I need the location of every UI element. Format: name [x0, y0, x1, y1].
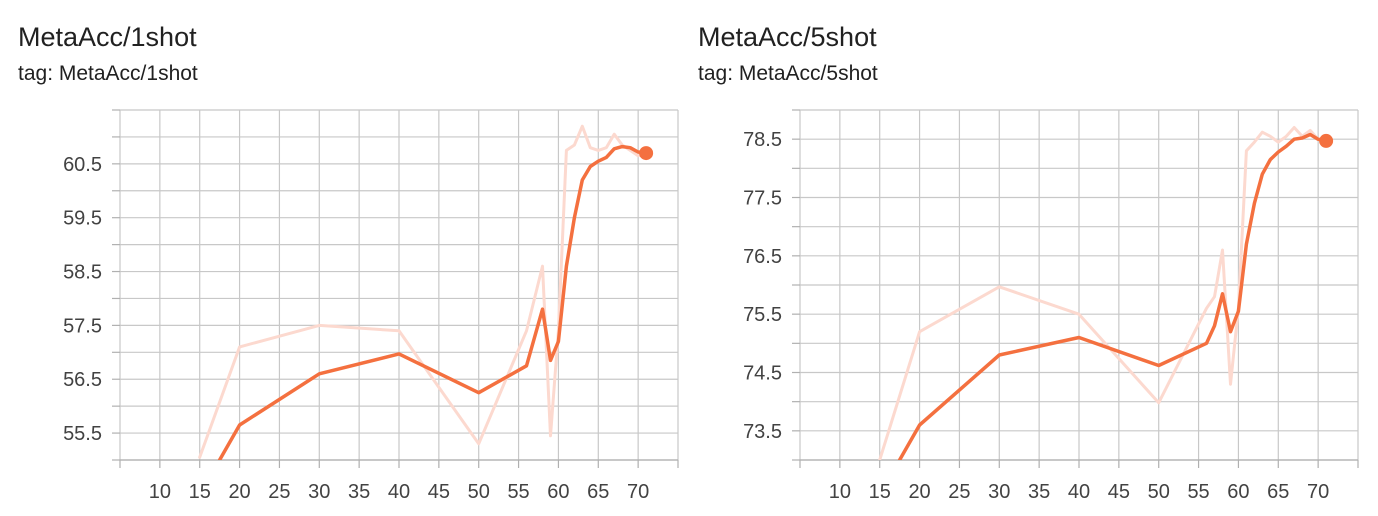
y-tick-label: 78.5	[743, 129, 782, 151]
x-tick-label: 45	[428, 481, 450, 503]
chart-subtitle: tag: MetaAcc/5shot	[698, 62, 878, 85]
x-tick-label: 10	[149, 481, 171, 503]
y-tick-label: 73.5	[743, 421, 782, 443]
x-tick-label: 15	[869, 481, 891, 503]
raw-series-line	[198, 124, 648, 459]
chart-title: MetaAcc/1shot	[18, 22, 197, 52]
y-tick-label: 59.5	[63, 208, 102, 230]
x-tick-label: 30	[988, 481, 1010, 503]
grid	[119, 109, 679, 461]
raw-series-line	[878, 126, 1328, 460]
line-chart-1shot: 10 15 20 25 30 35 40 45 50 55 60 65 70 55.5 56.5 57.5 58…	[63, 109, 679, 503]
y-tick-label: 76.5	[743, 246, 782, 268]
chart-subtitle: tag: MetaAcc/1shot	[18, 62, 198, 85]
x-tick-label: 15	[189, 481, 211, 503]
x-tick-label: 60	[1227, 481, 1249, 503]
x-tick-label: 30	[308, 481, 330, 503]
line-chart-5shot: 10 15 20 25 30 35 40 45 50 55 60 65 70 73.5 74.5 75.5 76…	[743, 109, 1359, 503]
x-tick-label: 20	[228, 481, 250, 503]
x-tick-label: 50	[468, 481, 490, 503]
x-tick-label: 40	[388, 481, 410, 503]
smoothed-series-line	[217, 144, 648, 460]
x-tick-label: 70	[627, 481, 649, 503]
x-tick-label: 10	[829, 481, 851, 503]
chart-title: MetaAcc/5shot	[698, 22, 877, 52]
y-tick-label: 74.5	[743, 363, 782, 385]
y-tick-label: 58.5	[63, 262, 102, 284]
x-tick-label: 40	[1068, 481, 1090, 503]
x-tick-label: 65	[587, 481, 609, 503]
y-tick-label: 75.5	[743, 304, 782, 326]
x-tick-label: 50	[1148, 481, 1170, 503]
y-tick-label: 60.5	[63, 154, 102, 176]
y-tick-label: 77.5	[743, 188, 782, 210]
x-tick-label: 20	[908, 481, 930, 503]
x-tick-label: 65	[1267, 481, 1289, 503]
x-tick-label: 45	[1108, 481, 1130, 503]
chart-panel-1shot: MetaAcc/1shot tag: MetaAcc/1shot 10 15 20 2…	[0, 0, 680, 516]
x-tick-label: 25	[948, 481, 970, 503]
y-tick-label: 57.5	[63, 315, 102, 337]
x-tick-label: 35	[1028, 481, 1050, 503]
x-tick-label: 60	[547, 481, 569, 503]
y-tick-label: 56.5	[63, 369, 102, 391]
smoothed-series-line	[897, 132, 1328, 460]
x-tick-label: 25	[268, 481, 290, 503]
x-tick-label: 55	[507, 481, 529, 503]
x-tick-label: 55	[1187, 481, 1209, 503]
x-tick-label: 70	[1307, 481, 1329, 503]
y-tick-label: 55.5	[63, 423, 102, 445]
chart-panel-5shot: MetaAcc/5shot tag: MetaAcc/5shot 10 15 20 2…	[680, 0, 1360, 516]
grid	[799, 109, 1359, 461]
last-point-marker[interactable]	[639, 146, 654, 161]
x-tick-label: 35	[348, 481, 370, 503]
last-point-marker[interactable]	[1319, 133, 1334, 148]
